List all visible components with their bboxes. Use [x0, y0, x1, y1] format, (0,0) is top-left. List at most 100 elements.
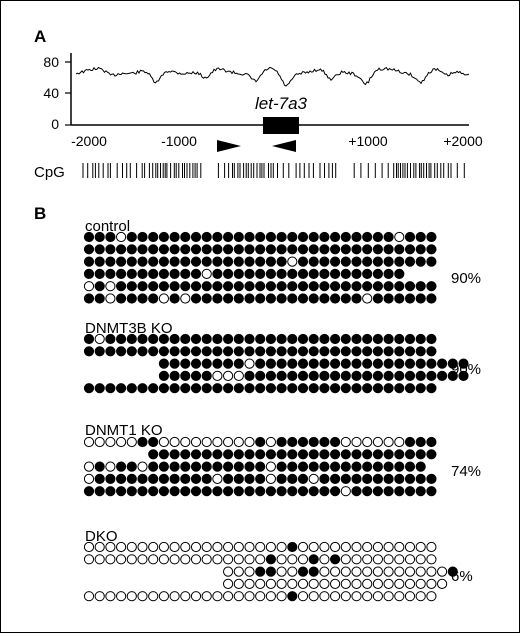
unmethylated-cpg-circle	[340, 541, 351, 553]
methylated-cpg-circle	[415, 231, 426, 243]
methylated-cpg-circle	[415, 346, 426, 357]
methylated-cpg-circle	[190, 281, 202, 292]
methylated-cpg-circle	[404, 256, 416, 267]
methylated-cpg-circle	[287, 436, 298, 448]
unmethylated-cpg-circle	[265, 436, 276, 448]
methylated-cpg-circle	[137, 256, 148, 267]
methylated-cpg-circle	[83, 333, 95, 345]
methylated-cpg-circle	[276, 461, 287, 472]
methylated-cpg-circle	[426, 244, 437, 255]
unmethylated-cpg-circle	[437, 578, 448, 590]
methylated-cpg-circle	[180, 449, 191, 460]
methylated-cpg-circle	[362, 346, 373, 357]
unmethylated-cpg-circle	[244, 578, 255, 590]
methylated-cpg-circle	[404, 370, 416, 381]
methylated-cpg-circle	[372, 346, 383, 357]
methylated-cpg-circle	[212, 268, 223, 279]
methylated-cpg-circle	[148, 449, 159, 460]
methylated-cpg-circle	[148, 268, 159, 279]
unmethylated-cpg-circle	[319, 541, 330, 553]
methylated-cpg-circle	[351, 358, 362, 369]
unmethylated-cpg-circle	[383, 436, 394, 448]
methylated-cpg-circle	[415, 436, 426, 448]
unmethylated-cpg-circle	[297, 541, 309, 553]
methylated-cpg-circle	[265, 268, 276, 279]
methylated-cpg-circle	[137, 333, 148, 345]
y-tick-40: 40	[43, 85, 59, 101]
methylated-cpg-circle	[137, 473, 148, 484]
unmethylated-cpg-circle	[404, 554, 416, 565]
methylated-cpg-circle	[265, 333, 276, 345]
methylated-cpg-circle	[372, 333, 383, 345]
methylated-cpg-circle	[223, 449, 234, 460]
methylated-cpg-circle	[351, 281, 362, 292]
methylated-cpg-circle	[190, 333, 202, 345]
methylated-cpg-circle	[255, 383, 266, 394]
methylated-cpg-circle	[137, 436, 148, 448]
methylated-cpg-circle	[212, 281, 223, 292]
methylated-cpg-circle	[223, 333, 234, 345]
methylated-cpg-circle	[190, 383, 202, 394]
methylated-cpg-circle	[330, 554, 341, 565]
unmethylated-cpg-circle	[404, 541, 416, 553]
unmethylated-cpg-circle	[415, 554, 426, 565]
methylated-cpg-circle	[394, 268, 405, 279]
methylated-cpg-circle	[383, 268, 394, 279]
methylated-cpg-circle	[394, 346, 405, 357]
methylated-cpg-circle	[426, 473, 437, 484]
methylated-cpg-circle	[426, 333, 437, 345]
methylated-cpg-circle	[330, 473, 341, 484]
unmethylated-cpg-circle	[116, 554, 127, 565]
methylated-cpg-circle	[158, 461, 169, 472]
methylated-cpg-circle	[169, 333, 180, 345]
methylated-cpg-circle	[158, 346, 169, 357]
group-label-dnmt1-ko: DNMT1 KO	[85, 422, 163, 439]
methylated-cpg-circle	[212, 486, 223, 497]
methylated-cpg-circle	[319, 346, 330, 357]
methylated-cpg-circle	[362, 461, 373, 472]
methylated-cpg-circle	[297, 231, 309, 243]
methylated-cpg-circle	[351, 231, 362, 243]
methylated-cpg-circle	[426, 486, 437, 497]
methylated-cpg-circle	[297, 383, 309, 394]
unmethylated-cpg-circle	[383, 591, 394, 602]
methylated-cpg-circle	[190, 293, 202, 304]
methylated-cpg-circle	[223, 268, 234, 279]
methylated-cpg-circle	[383, 486, 394, 497]
methylated-cpg-circle	[297, 244, 309, 255]
methylated-cpg-circle	[233, 268, 244, 279]
methylated-cpg-circle	[190, 370, 202, 381]
methylated-cpg-circle	[169, 358, 180, 369]
methylated-cpg-circle	[180, 333, 191, 345]
x-tick-plus-2000: +2000	[443, 133, 483, 149]
unmethylated-cpg-circle	[94, 436, 105, 448]
methylated-cpg-circle	[330, 486, 341, 497]
methylated-cpg-circle	[105, 256, 116, 267]
unmethylated-cpg-circle	[297, 578, 309, 590]
unmethylated-cpg-circle	[180, 436, 191, 448]
unmethylated-cpg-circle	[212, 541, 223, 553]
methylated-cpg-circle	[319, 473, 330, 484]
methylated-cpg-circle	[126, 268, 137, 279]
methylated-cpg-circle	[212, 383, 223, 394]
methylated-cpg-circle	[362, 268, 373, 279]
methylated-cpg-circle	[169, 244, 180, 255]
methylated-cpg-circle	[180, 461, 191, 472]
methylated-cpg-circle	[158, 281, 169, 292]
methylated-cpg-circle	[169, 268, 180, 279]
unmethylated-cpg-circle	[319, 591, 330, 602]
unmethylated-cpg-circle	[94, 541, 105, 553]
methylated-cpg-circle	[116, 486, 127, 497]
methylated-cpg-circle	[180, 256, 191, 267]
methylated-cpg-circle	[372, 358, 383, 369]
methylated-cpg-circle	[319, 370, 330, 381]
methylated-cpg-circle	[340, 370, 351, 381]
methylated-cpg-circle	[308, 268, 319, 279]
methylated-cpg-circle	[116, 256, 127, 267]
unmethylated-cpg-circle	[265, 591, 276, 602]
methylated-cpg-circle	[287, 293, 298, 304]
methylated-cpg-circle	[340, 333, 351, 345]
unmethylated-cpg-circle	[212, 436, 223, 448]
methylated-cpg-circle	[223, 256, 234, 267]
methylated-cpg-circle	[126, 461, 137, 472]
